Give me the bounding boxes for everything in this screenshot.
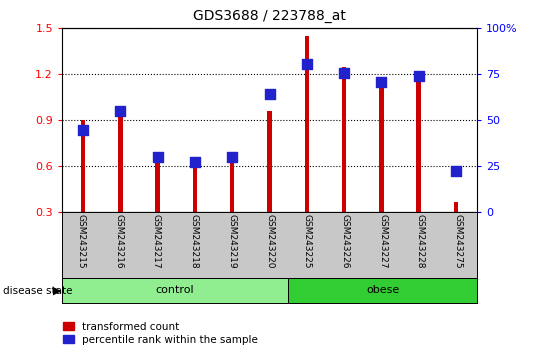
Text: GSM243226: GSM243226 bbox=[341, 215, 349, 269]
Point bbox=[228, 154, 237, 160]
Bar bbox=[417, 74, 421, 212]
Text: GSM243275: GSM243275 bbox=[454, 215, 462, 269]
Text: GDS3688 / 223788_at: GDS3688 / 223788_at bbox=[193, 9, 346, 23]
Text: GSM243220: GSM243220 bbox=[265, 215, 274, 269]
Text: GSM243219: GSM243219 bbox=[227, 215, 236, 269]
Text: GSM243228: GSM243228 bbox=[416, 215, 425, 269]
Bar bbox=[305, 36, 309, 212]
Text: ▶: ▶ bbox=[53, 286, 61, 296]
Point bbox=[452, 168, 460, 174]
Bar bbox=[379, 80, 384, 212]
Bar bbox=[81, 120, 85, 212]
Point bbox=[79, 127, 87, 132]
Point bbox=[153, 154, 162, 160]
Point bbox=[191, 159, 199, 165]
Point bbox=[340, 70, 348, 76]
Bar bbox=[454, 202, 458, 212]
Text: GSM243218: GSM243218 bbox=[190, 215, 198, 269]
Bar bbox=[267, 111, 272, 212]
Text: GSM243217: GSM243217 bbox=[152, 215, 161, 269]
Text: obese: obese bbox=[366, 285, 399, 295]
Point bbox=[414, 73, 423, 79]
Text: GSM243215: GSM243215 bbox=[77, 215, 85, 269]
Text: GSM243227: GSM243227 bbox=[378, 215, 387, 269]
Bar bbox=[155, 156, 160, 212]
Bar bbox=[193, 163, 197, 212]
Point bbox=[377, 79, 386, 85]
Point bbox=[265, 91, 274, 97]
Point bbox=[302, 61, 311, 67]
Point bbox=[116, 108, 125, 114]
Bar bbox=[230, 156, 234, 212]
Bar bbox=[118, 110, 122, 212]
Text: GSM243216: GSM243216 bbox=[114, 215, 123, 269]
Text: GSM243225: GSM243225 bbox=[303, 215, 312, 269]
Text: control: control bbox=[156, 285, 195, 295]
Bar bbox=[342, 67, 346, 212]
Legend: transformed count, percentile rank within the sample: transformed count, percentile rank withi… bbox=[59, 317, 262, 349]
Bar bbox=[62, 278, 288, 303]
Bar bbox=[288, 278, 477, 303]
Text: disease state: disease state bbox=[3, 286, 72, 296]
